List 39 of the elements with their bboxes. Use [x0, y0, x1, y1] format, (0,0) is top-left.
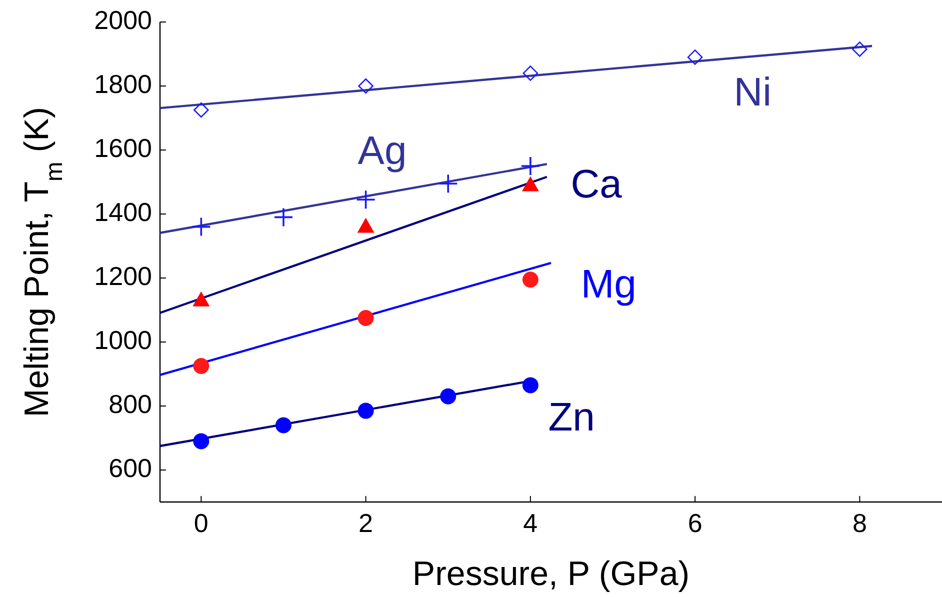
point	[358, 310, 374, 326]
y-tick-label: 800	[108, 388, 152, 419]
point	[358, 402, 374, 419]
point	[357, 218, 374, 233]
point	[356, 190, 376, 210]
y-tick-label: 600	[108, 452, 152, 483]
point	[522, 377, 538, 394]
point	[520, 156, 540, 176]
point	[522, 66, 538, 81]
point	[438, 174, 458, 194]
series-label: Ni	[734, 70, 772, 115]
point	[275, 417, 292, 434]
series-label: Mg	[580, 262, 636, 307]
point	[274, 207, 294, 228]
y-tick-label: 1400	[94, 196, 152, 227]
y-tick-label: 1800	[94, 68, 152, 99]
point	[358, 78, 374, 94]
x-tick-label: 4	[523, 508, 538, 538]
x-tick-label: 6	[688, 508, 702, 538]
x-tick-label: 8	[852, 508, 867, 538]
point	[193, 358, 210, 374]
point	[852, 42, 868, 57]
y-tick-label: 1200	[94, 260, 152, 291]
point	[191, 216, 212, 237]
point	[522, 272, 538, 288]
y-tick-label: 2000	[94, 4, 152, 35]
y-tick-label: 1600	[94, 132, 152, 163]
point	[522, 176, 539, 192]
point	[687, 50, 703, 65]
point	[194, 102, 209, 118]
point	[193, 433, 210, 450]
series-label: Ca	[570, 162, 623, 207]
y-tick-label: 1000	[94, 324, 152, 355]
x-tick-label: 2	[358, 508, 374, 538]
point	[440, 388, 456, 404]
x-tick-label: 0	[194, 508, 208, 538]
series-label: Ag	[358, 128, 407, 173]
series-label: Zn	[548, 396, 595, 440]
x-axis-title: Pressure, P (GPa)	[412, 555, 690, 593]
